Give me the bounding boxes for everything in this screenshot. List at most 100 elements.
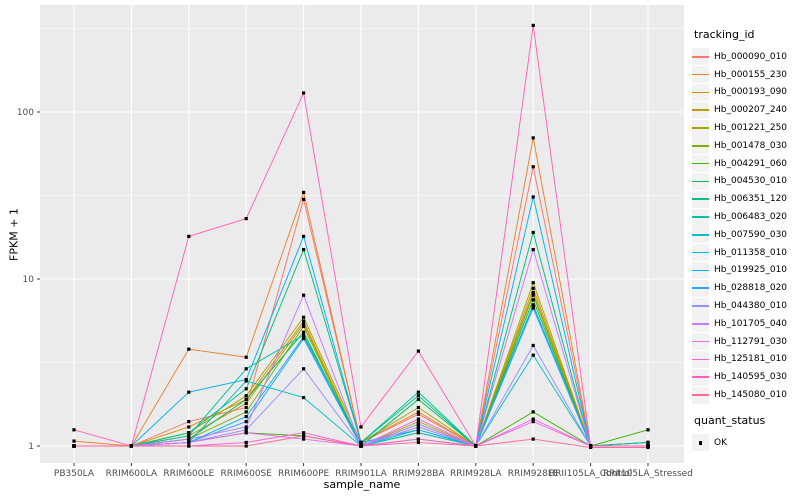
data-point bbox=[187, 234, 191, 238]
legend-item-label: Hb_044380_010 bbox=[714, 301, 788, 312]
data-point bbox=[302, 293, 306, 297]
data-point bbox=[416, 390, 420, 394]
legend-item: Hb_004530_010 bbox=[692, 172, 798, 191]
data-point bbox=[359, 444, 363, 448]
data-point bbox=[187, 437, 191, 441]
legend-key-swatch bbox=[692, 279, 709, 297]
data-point bbox=[244, 397, 248, 402]
legend-key-line bbox=[692, 269, 709, 272]
legend-key-line bbox=[692, 127, 709, 129]
data-point bbox=[416, 419, 420, 424]
legend-item: Hb_112791_030 bbox=[692, 333, 798, 351]
data-point bbox=[531, 343, 535, 348]
legend-item-label: Hb_101705_040 bbox=[714, 318, 788, 329]
x-tick-label: PB350LA bbox=[54, 469, 95, 479]
data-point bbox=[531, 165, 535, 169]
legend-title-tracking-id: tracking_id bbox=[694, 28, 755, 41]
legend-key-line bbox=[692, 216, 709, 218]
x-tick-label: RRIM901LA bbox=[335, 469, 387, 479]
data-point bbox=[359, 440, 363, 445]
legend-key-swatch bbox=[692, 155, 709, 173]
legend-key-line bbox=[692, 109, 709, 112]
legend-key-swatch bbox=[692, 333, 709, 351]
data-point bbox=[589, 445, 593, 450]
legend-key-line bbox=[692, 144, 709, 147]
x-tick-label: RRIM600LE bbox=[163, 469, 214, 479]
legend-key-line bbox=[692, 394, 709, 396]
legend-item-label: Hb_007590_030 bbox=[714, 229, 788, 240]
data-point bbox=[416, 440, 420, 445]
legend-item: Hb_001478_030 bbox=[692, 137, 798, 155]
y-axis-title: FPKM + 1 bbox=[7, 208, 21, 261]
x-tick-label: RRIM928BA bbox=[392, 469, 445, 479]
data-point bbox=[416, 425, 420, 429]
data-point bbox=[531, 306, 535, 310]
data-point bbox=[416, 437, 420, 441]
data-point bbox=[302, 319, 306, 323]
data-point bbox=[531, 437, 535, 441]
y-tick-label: 1 bbox=[28, 442, 34, 452]
data-point bbox=[244, 431, 248, 435]
legend-item: Hb_007590_030 bbox=[692, 226, 798, 244]
data-point bbox=[531, 23, 535, 28]
legend-key-line bbox=[692, 73, 709, 76]
legend-item: Hb_145080_010 bbox=[692, 386, 798, 404]
data-point bbox=[646, 445, 650, 450]
legend-item: Hb_000207_240 bbox=[692, 101, 798, 119]
data-point bbox=[416, 428, 420, 432]
data-point bbox=[244, 394, 248, 398]
legend-item-label: Hb_004291_060 bbox=[714, 158, 788, 169]
data-point bbox=[416, 397, 420, 402]
legend-key-swatch bbox=[692, 83, 709, 101]
legend-key-line bbox=[692, 162, 709, 165]
data-point bbox=[302, 234, 306, 238]
legend-key-swatch bbox=[692, 244, 709, 262]
legend-item-label: Hb_028818_020 bbox=[714, 283, 788, 294]
legend-key-line bbox=[692, 322, 709, 325]
legend-key-line bbox=[692, 180, 709, 183]
legend-items-tracking-id: Hb_000090_010 Hb_000155_230 Hb_000193_090 H… bbox=[692, 48, 798, 404]
legend-key-swatch bbox=[692, 434, 709, 452]
legend-key-line bbox=[692, 358, 709, 361]
legend-key-swatch bbox=[692, 137, 709, 155]
data-point bbox=[531, 290, 535, 295]
data-point bbox=[72, 439, 76, 443]
legend-item: Hb_006483_020 bbox=[692, 208, 798, 226]
data-point bbox=[416, 349, 420, 353]
legend-item: Hb_125181_010 bbox=[692, 350, 798, 369]
data-point bbox=[646, 440, 650, 445]
legend-item: Hb_028818_020 bbox=[692, 279, 798, 297]
data-point bbox=[187, 390, 191, 394]
data-point bbox=[72, 428, 76, 432]
legend-key-swatch bbox=[692, 48, 709, 66]
legend-key-swatch bbox=[692, 119, 709, 137]
data-point bbox=[244, 425, 248, 429]
data-point bbox=[474, 444, 478, 448]
data-point bbox=[302, 315, 306, 319]
data-point bbox=[244, 355, 248, 359]
data-point bbox=[416, 431, 420, 435]
data-point bbox=[302, 434, 306, 438]
data-point bbox=[187, 440, 191, 445]
y-tick-label: 10 bbox=[23, 275, 35, 285]
x-tick-label: RRIM600SE bbox=[220, 469, 272, 479]
data-point bbox=[302, 324, 306, 329]
data-point bbox=[416, 417, 420, 421]
legend-item-label: Hb_000090_010 bbox=[714, 51, 788, 62]
legend-item-label: Hb_112791_030 bbox=[714, 336, 788, 347]
legend-key-swatch bbox=[692, 315, 709, 333]
data-point bbox=[302, 395, 306, 400]
data-point bbox=[531, 247, 535, 252]
data-point bbox=[302, 190, 306, 195]
legend-item: Hb_019925_010 bbox=[692, 261, 798, 280]
data-point bbox=[302, 322, 306, 326]
legend-key-line bbox=[692, 233, 709, 236]
data-point bbox=[72, 444, 76, 448]
x-tick-label: RRIM928LA bbox=[450, 469, 502, 479]
legend-key-swatch bbox=[692, 208, 709, 226]
data-point bbox=[531, 286, 535, 290]
data-point bbox=[646, 428, 650, 432]
legend-item: Hb_000090_010 bbox=[692, 48, 798, 66]
